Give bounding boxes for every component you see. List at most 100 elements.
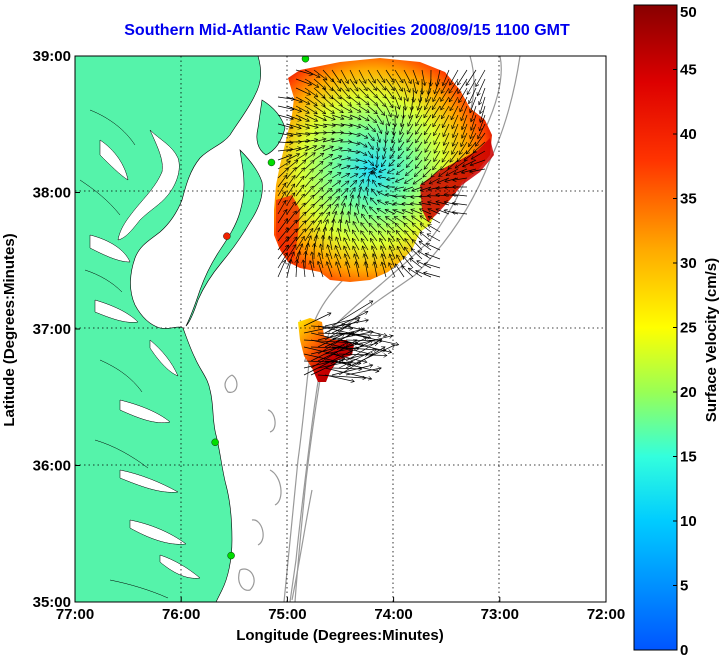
velocity-vector: [367, 132, 374, 141]
velocity-vector: [304, 146, 317, 152]
velocity-vector: [389, 263, 396, 278]
colorbar-tick-label: 35: [680, 191, 697, 208]
velocity-vector: [331, 114, 344, 119]
velocity-vector: [406, 159, 414, 168]
velocity-vector: [418, 250, 432, 260]
colorbar-tick-label: 50: [680, 4, 697, 21]
velocity-vector: [331, 140, 343, 142]
velocity-vector: [391, 141, 396, 151]
velocity-vector: [381, 159, 387, 167]
velocity-vector: [396, 230, 405, 242]
velocity-vector: [441, 150, 450, 162]
velocity-vector: [385, 217, 396, 224]
radar-station-marker: [267, 158, 276, 167]
velocity-vector: [331, 332, 373, 341]
velocity-vector: [440, 87, 450, 101]
velocity-vector: [402, 266, 414, 278]
velocity-vector: [408, 114, 414, 126]
velocity-vector: [345, 338, 382, 362]
velocity-vector: [331, 156, 342, 161]
velocity-vector: [324, 324, 351, 341]
velocity-vector: [454, 168, 468, 174]
velocity-vector: [394, 78, 403, 91]
velocity-vector: [331, 300, 373, 327]
velocity-vector: [390, 254, 396, 269]
y-tick-label: 38:00: [33, 185, 71, 202]
velocity-vector: [379, 168, 387, 172]
velocity-vector: [303, 351, 352, 376]
velocity-vector: [358, 123, 369, 129]
velocity-vector: [385, 78, 395, 91]
x-tick-label: 77:00: [56, 606, 94, 623]
velocity-vector: [402, 210, 414, 215]
velocity-vector: [322, 139, 334, 143]
velocity-vector: [345, 368, 381, 376]
velocity-vector: [423, 168, 432, 177]
velocity-vector: [324, 311, 368, 334]
velocity-vector: [413, 231, 423, 242]
velocity-vector: [349, 174, 358, 179]
velocity-vector: [395, 264, 405, 278]
velocity-vector: [310, 347, 340, 355]
velocity-vector: [295, 105, 309, 113]
velocity-vector: [332, 227, 333, 242]
velocity-vector: [340, 150, 351, 151]
velocity-vector: [462, 159, 477, 167]
velocity-vector: [426, 244, 441, 251]
velocity-vector: [426, 87, 432, 102]
velocity-vector: [340, 133, 352, 134]
velocity-vector: [419, 209, 432, 215]
velocity-vector: [448, 78, 459, 93]
velocity-vector: [425, 141, 432, 152]
velocity-vector: [386, 224, 396, 233]
velocity-vector: [304, 186, 314, 197]
velocity-vector: [310, 342, 349, 362]
velocity-vector: [324, 343, 378, 355]
velocity-vector: [443, 69, 450, 86]
velocity-vector: [327, 253, 333, 269]
velocity-vector: [304, 169, 314, 179]
velocity-vector: [434, 123, 441, 136]
velocity-vector: [277, 210, 287, 224]
velocity-vector: [424, 273, 441, 278]
velocity-vector: [313, 96, 325, 106]
velocity-vector: [358, 173, 366, 179]
velocity-vector: [361, 231, 369, 242]
velocity-vector: [464, 150, 477, 161]
velocity-vector: [376, 123, 382, 134]
velocity-vector: [277, 160, 291, 170]
velocity-vector: [313, 114, 326, 121]
velocity-vector: [338, 349, 376, 369]
velocity-vector: [423, 123, 432, 135]
colorbar-label: Surface Velocity (cm/s): [703, 258, 720, 422]
velocity-vector: [461, 105, 468, 121]
velocity-vector: [394, 87, 401, 100]
velocity-vector: [433, 87, 441, 102]
velocity-vector: [354, 254, 360, 269]
velocity-vector: [336, 262, 342, 278]
velocity-vector: [395, 223, 405, 233]
velocity-vector: [304, 140, 318, 143]
velocity-vector: [286, 175, 295, 188]
velocity-vector: [455, 159, 468, 168]
velocity-vector: [331, 96, 342, 106]
velocity-vector: [358, 78, 367, 91]
velocity-vector: [277, 192, 285, 206]
velocity-vector: [322, 78, 333, 91]
map-title: Southern Mid-Atlantic Raw Velocities 200…: [124, 22, 570, 39]
velocity-vector: [304, 123, 318, 128]
velocity-vector: [304, 105, 317, 115]
x-axis-ticks: 77:00 76:00 75:00 74:00 73:00 72:00: [56, 597, 625, 623]
velocity-vector: [340, 219, 341, 233]
velocity-vector: [395, 177, 405, 182]
y-axis-label: Latitude (Degrees:Minutes): [1, 233, 18, 426]
velocity-vector: [358, 96, 369, 105]
velocity-vector: [286, 148, 301, 152]
velocity-vector: [313, 123, 327, 127]
velocity-vector: [424, 132, 432, 144]
velocity-vector: [277, 228, 289, 242]
velocity-vector: [367, 87, 378, 98]
velocity-vector: [304, 177, 313, 188]
velocity-vector: [349, 180, 357, 188]
velocity-vector: [331, 189, 340, 197]
